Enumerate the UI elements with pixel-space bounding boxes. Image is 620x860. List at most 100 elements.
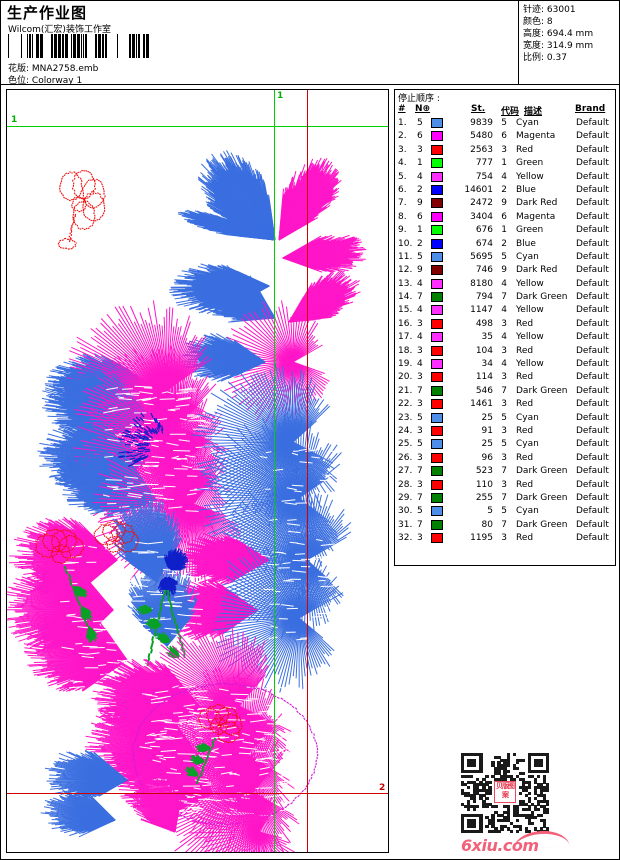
color-swatch <box>431 466 443 477</box>
column-header-no: N⊕ <box>415 104 431 114</box>
table-row[interactable]: 11. 5 5695 5 Cyan Default <box>395 251 615 264</box>
color-swatch <box>431 385 443 396</box>
table-row[interactable]: 27. 7 523 7 Dark Green Default <box>395 465 615 478</box>
table-row[interactable]: 23. 5 25 5 Cyan Default <box>395 412 615 425</box>
cell-brand: Default <box>576 251 609 262</box>
width-row: 宽度: 314.9 mm <box>523 40 619 52</box>
cell-desc: Red <box>516 144 534 155</box>
column-header-st: St. <box>471 104 486 114</box>
table-row[interactable]: 7. 9 2472 9 Dark Red Default <box>395 197 615 210</box>
color-swatch <box>431 144 443 155</box>
table-row[interactable]: 19. 4 34 4 Yellow Default <box>395 358 615 371</box>
table-row[interactable]: 5. 4 754 4 Yellow Default <box>395 171 615 184</box>
cell-no: 6 <box>417 211 423 222</box>
color-swatch <box>431 265 443 276</box>
cell-no: 3 <box>417 372 423 383</box>
cell-no: 4 <box>417 171 423 182</box>
cell-st: 8180 <box>470 278 493 289</box>
cell-desc: Red <box>516 372 534 383</box>
cell-code: 4 <box>501 359 507 370</box>
cell-num: 15. <box>398 305 413 316</box>
color-swatch <box>431 452 443 463</box>
table-row[interactable]: 15. 4 1147 4 Yellow Default <box>395 304 615 317</box>
qr-code-icon[interactable]: 贝版图案 <box>461 753 550 834</box>
cell-no: 5 <box>417 439 423 450</box>
cell-no: 7 <box>417 385 423 396</box>
table-row[interactable]: 12. 9 746 9 Dark Red Default <box>395 264 615 277</box>
cell-code: 3 <box>501 345 507 356</box>
stitches-row: 针迹: 63001 <box>523 4 619 16</box>
cell-st: 523 <box>475 466 493 477</box>
cell-code: 7 <box>501 492 507 503</box>
table-row[interactable]: 20. 3 114 3 Red Default <box>395 371 615 384</box>
cell-desc: Dark Green <box>516 292 568 303</box>
cell-code: 2 <box>501 184 507 195</box>
table-row[interactable]: 30. 5 5 5 Cyan Default <box>395 505 615 518</box>
table-row[interactable]: 24. 3 91 3 Red Default <box>395 425 615 438</box>
table-row[interactable]: 8. 6 3404 6 Magenta Default <box>395 211 615 224</box>
scale-label: 比例: <box>523 53 545 63</box>
color-swatch <box>431 425 443 436</box>
cell-brand: Default <box>576 519 609 530</box>
table-row[interactable]: 28. 3 110 3 Red Default <box>395 479 615 492</box>
cell-no: 3 <box>417 479 423 490</box>
cell-brand: Default <box>576 118 609 128</box>
table-row[interactable]: 14. 7 794 7 Dark Green Default <box>395 291 615 304</box>
cell-code: 5 <box>501 412 507 423</box>
cell-brand: Default <box>576 332 609 343</box>
table-row[interactable]: 2. 6 5480 6 Magenta Default <box>395 130 615 143</box>
cell-code: 3 <box>501 479 507 490</box>
cell-code: 4 <box>501 305 507 316</box>
table-row[interactable]: 21. 7 546 7 Dark Green Default <box>395 385 615 398</box>
cell-num: 12. <box>398 265 413 276</box>
table-row[interactable]: 13. 4 8180 4 Yellow Default <box>395 278 615 291</box>
table-row[interactable]: 6. 2 14601 2 Blue Default <box>395 184 615 197</box>
table-row[interactable]: 22. 3 1461 3 Red Default <box>395 398 615 411</box>
table-row[interactable]: 32. 3 1195 3 Red Default <box>395 532 615 545</box>
cell-st: 676 <box>475 225 493 236</box>
cell-num: 10. <box>398 238 413 249</box>
table-row[interactable]: 1. 5 9839 5 Cyan Default <box>395 117 615 130</box>
table-row[interactable]: 31. 7 80 7 Dark Green Default <box>395 519 615 532</box>
guide-vertical-1 <box>274 90 275 852</box>
cell-desc: Yellow <box>516 278 544 289</box>
cell-num: 7. <box>398 198 407 209</box>
table-row[interactable]: 9. 1 676 1 Green Default <box>395 224 615 237</box>
table-row[interactable]: 4. 1 777 1 Green Default <box>395 157 615 170</box>
cell-brand: Default <box>576 412 609 423</box>
embroidery-design-artwork <box>7 150 367 852</box>
table-row[interactable]: 29. 7 255 7 Dark Green Default <box>395 492 615 505</box>
table-row[interactable]: 3. 3 2563 3 Red Default <box>395 144 615 157</box>
guide-horizontal-2-label: 2 <box>379 783 386 793</box>
color-swatch <box>431 359 443 370</box>
cell-desc: Blue <box>516 238 536 249</box>
color-swatch <box>431 184 443 195</box>
cell-st: 25 <box>481 439 493 450</box>
column-header-desc: 描述 <box>524 107 543 117</box>
colors-value: 8 <box>546 17 553 27</box>
color-swatch <box>431 412 443 423</box>
cell-num: 14. <box>398 292 413 303</box>
cell-brand: Default <box>576 372 609 383</box>
color-swatch <box>431 506 443 517</box>
color-swatch <box>431 479 443 490</box>
width-label: 宽度: <box>523 41 545 51</box>
table-row[interactable]: 17. 4 35 4 Yellow Default <box>395 331 615 344</box>
table-row[interactable]: 25. 5 25 5 Cyan Default <box>395 438 615 451</box>
table-row[interactable]: 10. 2 674 2 Blue Default <box>395 238 615 251</box>
cell-brand: Default <box>576 479 609 490</box>
color-swatch <box>431 439 443 450</box>
scale-row: 比例: 0.37 <box>523 52 619 64</box>
table-row[interactable]: 26. 3 96 3 Red Default <box>395 452 615 465</box>
cell-num: 8. <box>398 211 407 222</box>
table-row[interactable]: 18. 3 104 3 Red Default <box>395 345 615 358</box>
cell-num: 22. <box>398 399 413 410</box>
table-row[interactable]: 16. 3 498 3 Red Default <box>395 318 615 331</box>
cell-num: 20. <box>398 372 413 383</box>
cell-no: 7 <box>417 292 423 303</box>
cell-code: 5 <box>501 439 507 450</box>
cell-num: 9. <box>398 225 407 236</box>
cell-desc: Dark Green <box>516 492 568 503</box>
stitches-value: 63001 <box>546 5 576 15</box>
